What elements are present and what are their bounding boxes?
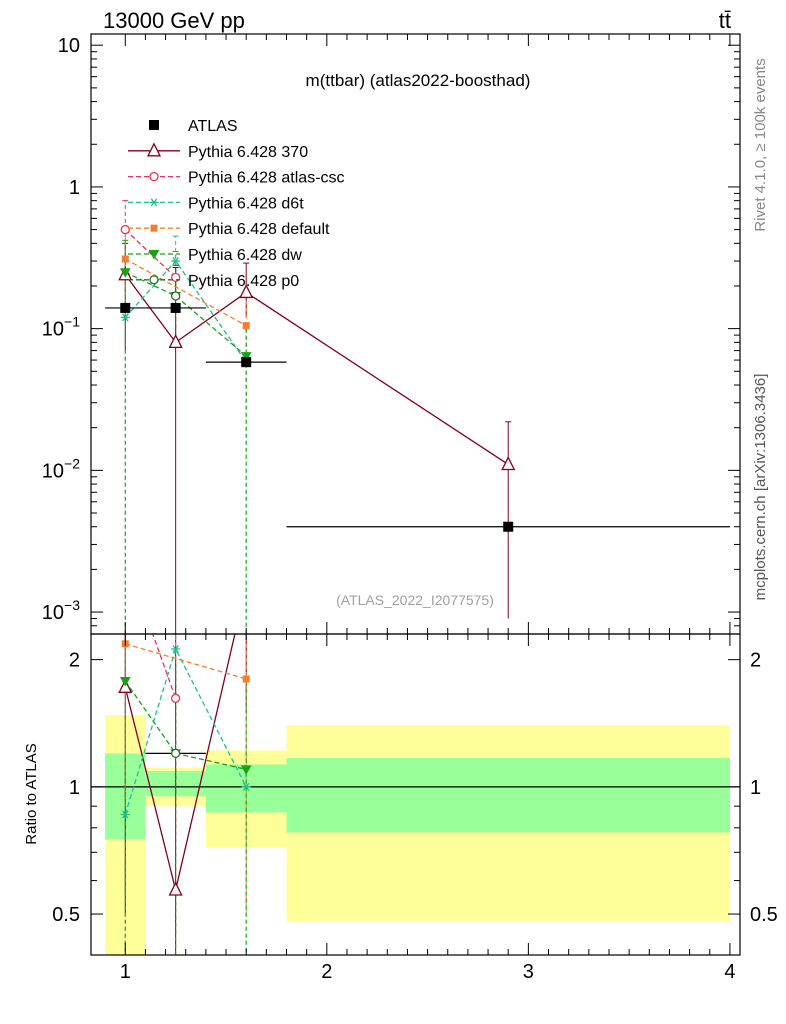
legend-marker-atlas: [149, 120, 159, 130]
ratio-plot-frame: [90, 633, 741, 956]
ratio-marker-pythia-6-428-370: [168, 881, 183, 896]
legend-label-pythia-6-428-dw: Pythia 6.428 dw: [188, 247, 302, 264]
series-line-pythia-6-428-370: [124, 274, 509, 466]
legend: ATLAS Pythia 6.428 370 Pythia 6.428 atlas-…: [128, 118, 345, 290]
ratio-ytick-label-right: 2: [750, 650, 761, 672]
watermark: (ATLAS_2022_I2077575): [336, 592, 494, 608]
mcplots-label: mcplots.cern.ch [arXiv:1306.3436]: [752, 374, 769, 601]
main-plot: m(ttbar) (atlas2022-boosthad) (ATLAS_202…: [42, 33, 741, 635]
plot-title: m(ttbar) (atlas2022-boosthad): [306, 71, 531, 90]
ratio-ytick-label-right: 0.5: [750, 904, 778, 926]
marker-pythia-6-428-default: [242, 322, 250, 330]
legend-marker-pythia-6-428-default: [150, 224, 158, 232]
marker-pythia-6-428-370: [239, 284, 254, 299]
ratio-ytick-label-right: 1: [750, 777, 761, 799]
legend-label-pythia-6-428-atlas-csc: Pythia 6.428 atlas-csc: [188, 170, 345, 187]
legend-label-atlas: ATLAS: [188, 118, 238, 135]
legend-marker-pythia-6-428-atlas-csc: [149, 171, 159, 182]
marker-pythia-6-428-p0: [171, 291, 181, 301]
series-line-pythia-6-428-default: [124, 258, 247, 327]
ratio-line-pythia-6-428-default: [125, 643, 247, 680]
data-point-atlas: [503, 521, 514, 532]
legend-marker-pythia-6-428-370: [146, 142, 162, 157]
legend-marker-pythia-6-428-dw: [148, 250, 160, 260]
marker-pythia-6-428-default: [121, 255, 129, 263]
data-point-atlas: [241, 357, 252, 368]
marker-pythia-6-428-d6t: [120, 313, 130, 322]
legend-marker-pythia-6-428-d6t: [149, 198, 159, 207]
uncertainty-band-inner: [286, 758, 730, 833]
ratio-marker-pythia-6-428-p0: [171, 748, 181, 759]
data-point-atlas: [170, 302, 181, 313]
ratio-plot: 1 2 3 4 0.5 0.5 1 1 2 2 Ratio to ATLAS: [23, 633, 778, 983]
header-right: tt̄: [719, 8, 731, 33]
ratio-marker-pythia-6-428-d6t: [241, 782, 251, 791]
ratio-marker-pythia-6-428-d6t: [120, 810, 130, 819]
ratio-ytick-label: 2: [69, 650, 80, 672]
legend-label-pythia-6-428-d6t: Pythia 6.428 d6t: [188, 195, 304, 212]
ratio-marker-pythia-6-428-d6t: [171, 644, 181, 653]
xtick-label: 1: [120, 961, 131, 983]
series-line-pythia-6-428-atlas-csc: [124, 229, 177, 278]
ratio-line-pythia-6-428-atlas-csc: [152, 634, 177, 699]
marker-pythia-6-428-d6t: [171, 257, 181, 266]
legend-label-pythia-6-428-p0: Pythia 6.428 p0: [188, 273, 299, 290]
xtick-label: 3: [523, 961, 534, 983]
ratio-ylabel: Ratio to ATLAS: [23, 743, 40, 844]
series-line-pythia-6-428-dw: [124, 271, 247, 357]
data-point-atlas: [120, 302, 131, 313]
top-ytick-label: 10−2: [42, 455, 80, 482]
xtick-label: 4: [724, 961, 735, 983]
top-ytick-label: 10: [58, 35, 80, 57]
marker-pythia-6-428-370: [501, 456, 516, 471]
ratio-marker-pythia-6-428-atlas-csc: [171, 693, 181, 703]
ratio-ytick-label: 0.5: [52, 904, 80, 926]
header-left: 13000 GeV pp: [103, 8, 245, 33]
rivet-label: Rivet 4.1.0, ≥ 100k events: [752, 58, 769, 231]
xtick-label: 2: [321, 961, 332, 983]
top-ytick-label: 10−3: [42, 597, 80, 624]
marker-pythia-6-428-370: [168, 333, 183, 349]
ratio-line-pythia-6-428-d6t: [124, 647, 247, 815]
marker-pythia-6-428-dw: [119, 268, 131, 278]
legend-label-pythia-6-428-370: Pythia 6.428 370: [188, 144, 308, 161]
ratio-marker-pythia-6-428-default: [242, 675, 250, 683]
top-ytick-label: 1: [69, 177, 80, 199]
marker-pythia-6-428-atlas-csc: [120, 224, 130, 235]
ratio-marker-pythia-6-428-dw: [119, 677, 131, 687]
marker-pythia-6-428-dw: [240, 352, 252, 362]
top-ytick-label: 10−1: [42, 314, 80, 341]
legend-label-pythia-6-428-default: Pythia 6.428 default: [188, 221, 330, 238]
legend-marker-pythia-6-428-p0: [149, 275, 159, 285]
ratio-ytick-label: 1: [69, 777, 80, 799]
ratio-marker-pythia-6-428-dw: [240, 765, 252, 775]
